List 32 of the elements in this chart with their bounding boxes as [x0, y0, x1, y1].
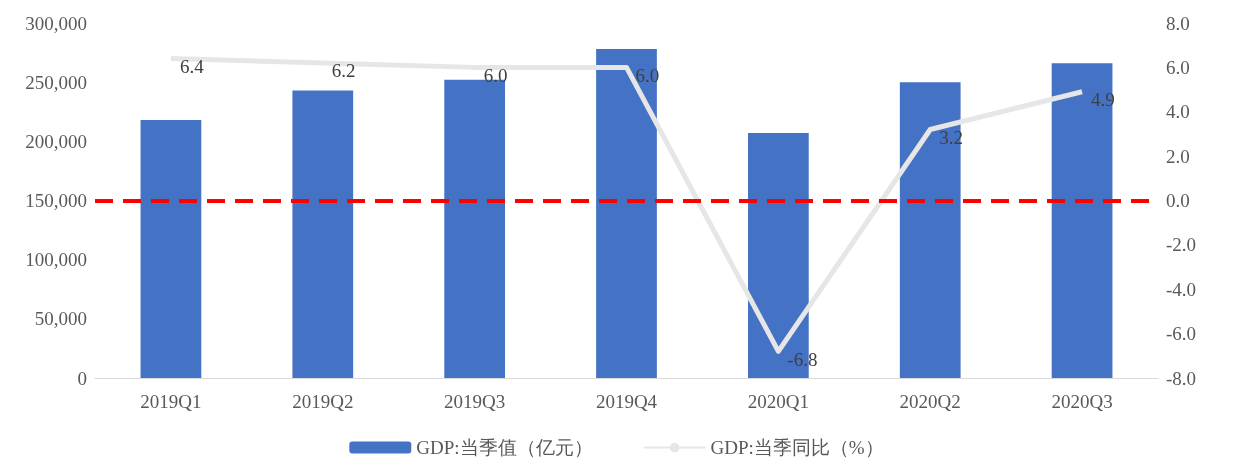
y2-tick-label: 6.0	[1166, 56, 1190, 78]
bar	[1051, 63, 1113, 378]
bar	[596, 49, 657, 378]
bar	[899, 82, 961, 378]
y-tick-label: 150,000	[25, 190, 87, 211]
y2-tick-label: -8.0	[1166, 367, 1197, 389]
y-tick-label: 0	[77, 367, 87, 389]
x-tick-label: 2019Q1	[140, 391, 202, 412]
data-label: 6.4	[179, 56, 205, 77]
x-tick-label: 2020Q1	[747, 391, 809, 412]
y-tick-label: 300,000	[25, 12, 87, 34]
y-tick-label: 250,000	[25, 71, 87, 93]
x-tick-label: 2020Q3	[1051, 391, 1113, 412]
x-tick-label: 2019Q2	[292, 391, 354, 412]
y2-tick-label: 4.0	[1166, 101, 1190, 123]
x-tick-label: 2020Q2	[899, 391, 961, 412]
data-label: 6.2	[331, 60, 356, 82]
y2-tick-label: -6.0	[1166, 323, 1197, 345]
legend-label: GDP:当季值（亿元）	[416, 437, 593, 458]
y2-tick-label: -4.0	[1166, 278, 1197, 300]
y2-tick-label: 0.0	[1166, 190, 1190, 211]
legend-label: GDP:当季同比（%）	[710, 437, 884, 458]
y2-tick-label: 2.0	[1166, 145, 1190, 167]
y-tick-label: 200,000	[25, 130, 87, 152]
y-tick-label: 50,000	[34, 308, 87, 330]
x-tick-label: 2019Q3	[444, 391, 506, 412]
y-tick-label: 100,000	[25, 249, 87, 271]
y2-tick-label: -2.0	[1166, 234, 1197, 256]
bar	[140, 120, 202, 378]
bar	[292, 90, 354, 378]
x-tick-label: 2019Q4	[595, 391, 658, 412]
y2-tick-label: 8.0	[1166, 12, 1190, 34]
